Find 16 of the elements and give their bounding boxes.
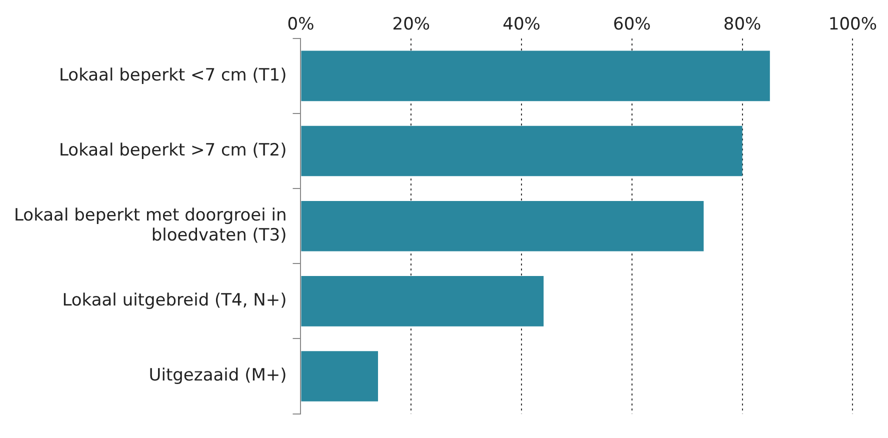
x-tick-label: 0% xyxy=(287,14,314,35)
x-tick-label: 60% xyxy=(613,14,651,35)
y-tick-label: Lokaal beperkt >7 cm (T2) xyxy=(59,140,287,160)
bar xyxy=(301,351,378,402)
x-tick-label: 40% xyxy=(502,14,540,35)
y-tick-label: Lokaal uitgebreid (T4, N+) xyxy=(62,290,287,311)
bar xyxy=(301,126,742,176)
y-tick-label: Lokaal beperkt <7 cm (T1) xyxy=(59,65,287,86)
x-tick-label: 100% xyxy=(828,14,878,35)
y-tick-label: Lokaal beperkt met doorgroei in bloedvaten (T3) xyxy=(14,205,287,246)
x-tick-label: 20% xyxy=(392,14,430,35)
bar xyxy=(301,200,704,252)
bar xyxy=(301,276,544,326)
bar xyxy=(301,50,770,102)
y-tick-label: Uitgezaaid (M+) xyxy=(148,366,287,386)
x-tick-label: 80% xyxy=(723,14,762,35)
